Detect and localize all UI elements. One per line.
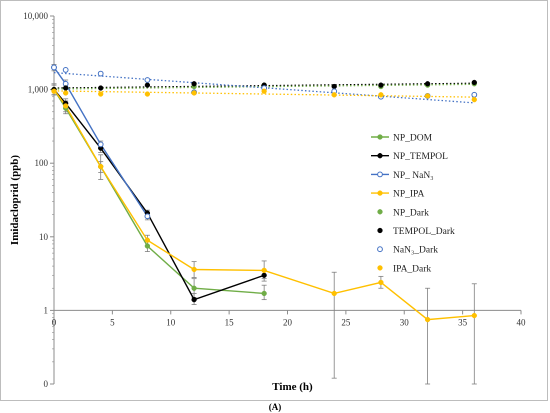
- legend-marker: [377, 265, 383, 271]
- data-point: [144, 77, 151, 83]
- data-point: [191, 266, 197, 273]
- data-point: [97, 70, 104, 77]
- x-tick-label: 10: [166, 317, 176, 327]
- series-line: [53, 89, 265, 301]
- legend: NP_DOM NP_TEMPOL NP_ NaN₃ NP_IPA NP_Dark TEMP…: [371, 134, 455, 274]
- legend-label: NP_ NaN₃: [393, 171, 434, 181]
- data-point: [51, 64, 57, 71]
- data-point: [261, 290, 267, 297]
- legend-marker: [377, 153, 383, 159]
- data-point: [378, 279, 384, 286]
- data-point: [261, 272, 267, 278]
- legend-marker: [377, 190, 383, 196]
- legend-marker: [377, 171, 383, 178]
- legend-label: NaN₃_Dark: [393, 246, 438, 256]
- legend-label: TEMPOL_Dark: [393, 227, 455, 237]
- legend-marker: [377, 209, 383, 215]
- data-point: [331, 83, 337, 90]
- x-tick-label: 30: [400, 317, 410, 327]
- data-point: [63, 85, 69, 91]
- legend-marker: [377, 246, 383, 253]
- x-tick-label: 15: [225, 317, 235, 327]
- data-point: [471, 312, 477, 319]
- data-point: [331, 290, 337, 297]
- legend-label: NP_TEMPOL: [393, 152, 448, 162]
- data-point: [424, 93, 431, 99]
- data-point: [378, 82, 384, 88]
- data-point: [191, 296, 197, 303]
- legend-label: NP_IPA: [393, 190, 424, 200]
- data-point: [378, 92, 384, 98]
- y-tick-label: 0: [44, 379, 49, 389]
- y-tick-label: 1,000: [28, 85, 49, 95]
- data-point: [144, 91, 151, 97]
- data-point: [191, 81, 197, 87]
- x-tick-label: 35: [458, 317, 468, 327]
- data-point: [98, 163, 104, 170]
- legend-label: NP_Dark: [393, 208, 429, 218]
- series-line: [53, 66, 148, 217]
- data-point: [97, 141, 104, 148]
- data-point: [144, 213, 151, 220]
- series-lines: [53, 66, 475, 321]
- data-point: [191, 285, 197, 291]
- data-point: [471, 79, 477, 86]
- y-tick-label: 100: [35, 158, 49, 168]
- data-point: [62, 67, 69, 73]
- y-tick-label: 1: [44, 305, 49, 315]
- data-point: [471, 91, 478, 98]
- error-bars: [51, 63, 477, 385]
- x-tick-label: 5: [110, 317, 115, 327]
- data-point: [144, 82, 151, 88]
- axes: [50, 15, 522, 385]
- data-point: [63, 103, 69, 109]
- x-tick-label: 20: [283, 317, 293, 327]
- y-tick-label: 10: [39, 232, 49, 242]
- data-point: [261, 88, 267, 94]
- data-point: [331, 92, 337, 98]
- series-markers: [51, 64, 478, 323]
- data-point: [424, 316, 431, 323]
- legend-label: IPA_Dark: [393, 264, 431, 274]
- series-line: [53, 89, 475, 321]
- x-tick-label: 0: [52, 317, 57, 327]
- data-point: [51, 88, 57, 94]
- data-point: [424, 81, 431, 87]
- data-point: [144, 237, 151, 243]
- x-tick-label: 25: [341, 317, 351, 327]
- data-point: [98, 85, 104, 91]
- data-point: [471, 97, 477, 103]
- chart-frame: 0 1 10 100 1,000 10,000 0 5 10 15 20 25 30 35 40 Time …: [0, 0, 548, 401]
- data-point: [191, 90, 197, 96]
- y-axis-title: Imidacloprid (ppb): [9, 155, 21, 245]
- data-point: [144, 243, 151, 249]
- legend-label: NP_DOM: [393, 134, 433, 144]
- y-tick-label: 10,000: [23, 11, 48, 21]
- x-axis-title: Time (h): [272, 381, 313, 393]
- figure-caption: (A): [268, 402, 282, 412]
- legend-marker: [377, 134, 383, 140]
- data-point: [261, 267, 267, 274]
- legend-marker: [377, 227, 383, 234]
- data-point: [98, 91, 104, 97]
- data-point: [63, 90, 69, 96]
- x-tick-label: 40: [517, 317, 527, 327]
- series-line: [53, 89, 265, 295]
